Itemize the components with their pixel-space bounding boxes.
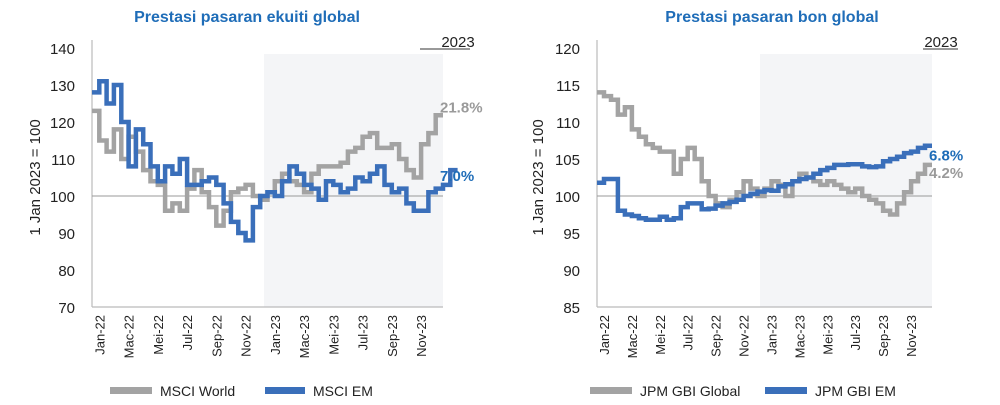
y-tick-label: 130	[50, 78, 75, 95]
y-tick-label: 120	[555, 41, 580, 58]
x-tick-label: Sep-22	[209, 315, 224, 357]
x-tick-label: Sep-22	[709, 315, 724, 357]
y-axis-label: 1 Jan 2023 = 100	[27, 119, 44, 235]
chart-bond: Prestasi pasaran bon global 120 115 110 105 1…	[530, 9, 963, 399]
series-end-label: 7.0%	[440, 168, 474, 185]
y-tick-label: 95	[563, 226, 580, 243]
y-tick-label: 100	[50, 189, 75, 206]
y-tick-label: 80	[58, 263, 75, 280]
y-tick-label: 70	[58, 300, 75, 317]
x-tick-label: Nov-22	[737, 315, 752, 357]
x-tick-label: Mac-23	[297, 315, 312, 358]
y-tick-label: 110	[556, 115, 580, 132]
x-tick-label: Jan-23	[764, 315, 779, 355]
legend-swatch	[265, 387, 305, 394]
y-axis-label: 1 Jan 2023 = 100	[530, 119, 547, 235]
legend-label: MSCI EM	[313, 383, 373, 399]
series-end-label: 6.8%	[929, 148, 963, 165]
legend-swatch	[590, 387, 632, 394]
x-tick-label: Nov-23	[414, 315, 429, 357]
series-line-msci-em	[92, 79, 458, 243]
x-tick-label: Nov-22	[239, 315, 254, 357]
y-tick-label: 120	[50, 115, 75, 132]
chart-equity: Prestasi pasaran ekuiti global 140 130 120 1…	[27, 9, 483, 399]
y-tick-label: 85	[563, 300, 580, 317]
legend-label: MSCI World	[160, 383, 235, 399]
year-2023-label: 2023	[441, 34, 474, 51]
series-line-jpm-gbi-em	[597, 143, 932, 222]
legend-swatch	[765, 387, 807, 394]
series-end-label: 21.8%	[440, 99, 483, 116]
legend-label: JPM GBI EM	[815, 383, 896, 399]
year-2023-label: 2023	[924, 34, 957, 51]
x-tick-label: Mei-23	[326, 315, 341, 355]
x-tick-label: Mei-22	[653, 315, 668, 355]
y-tick-label: 140	[50, 41, 75, 58]
y-tick-label: 90	[563, 263, 580, 280]
x-tick-label: Mac-23	[792, 315, 807, 358]
x-tick-label: Jul-23	[356, 315, 371, 350]
x-tick-label: Jul-22	[681, 315, 696, 350]
x-tick-label: Sep-23	[876, 315, 891, 357]
y-tick-label: 110	[51, 152, 75, 169]
legend-swatch	[110, 387, 152, 394]
x-tick-label: Jan-23	[268, 315, 283, 355]
y-tick-label: 90	[58, 226, 75, 243]
highlight-2023-region	[760, 54, 932, 307]
x-tick-label: Mei-22	[151, 315, 166, 355]
x-tick-label: Jan-22	[597, 315, 612, 355]
series-end-label: 4.2%	[929, 165, 963, 182]
y-tick-label: 100	[555, 189, 580, 206]
x-tick-label: Jul-22	[180, 315, 195, 350]
chart-title: Prestasi pasaran bon global	[665, 9, 878, 26]
x-tick-label: Mei-23	[820, 315, 835, 355]
x-tick-label: Nov-23	[904, 315, 919, 357]
chart-title: Prestasi pasaran ekuiti global	[134, 9, 360, 26]
x-tick-label: Mac-22	[625, 315, 640, 358]
y-tick-label: 105	[555, 152, 580, 169]
x-tick-label: Jul-23	[848, 315, 863, 350]
y-tick-label: 115	[556, 78, 580, 95]
legend-label: JPM GBI Global	[640, 383, 740, 399]
x-tick-label: Jan-22	[92, 315, 107, 355]
x-tick-label: Mac-22	[122, 315, 137, 358]
x-tick-label: Sep-23	[385, 315, 400, 357]
